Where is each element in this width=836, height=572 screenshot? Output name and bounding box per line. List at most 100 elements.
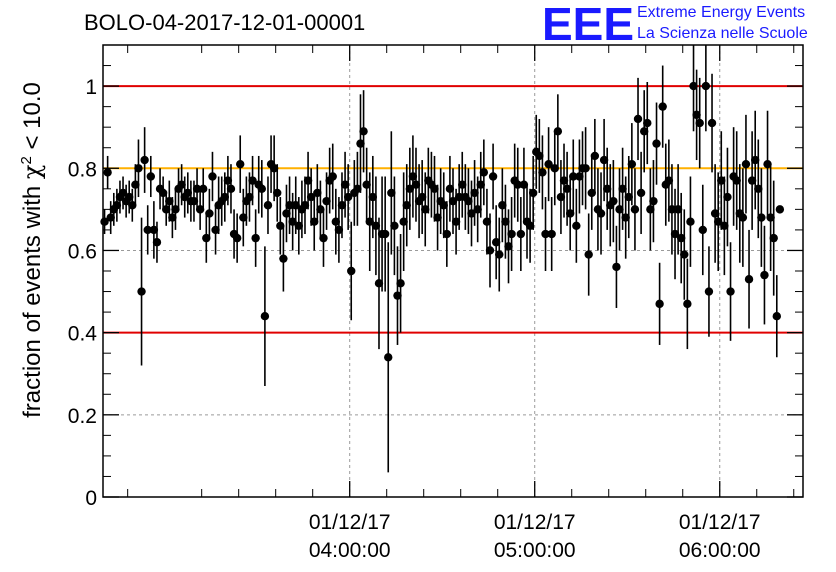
y-tick-label: 0.2 [68, 405, 97, 428]
data-point [439, 201, 448, 210]
data-point [205, 209, 214, 218]
x-tick-label-time: 06:00:00 [679, 539, 761, 562]
y-tick-label: 0.4 [68, 323, 98, 346]
data-point [701, 81, 711, 91]
data-point [380, 229, 390, 239]
data-point [384, 353, 393, 362]
data-point [495, 250, 504, 259]
data-point [596, 209, 606, 218]
data-point [454, 192, 464, 202]
data-point [165, 196, 174, 206]
data-point [547, 229, 556, 239]
data-point [710, 209, 720, 218]
eee-logo: EEE Extreme Energy Events La Scienza nel… [542, 0, 808, 50]
y-tick-label: 1 [85, 76, 97, 99]
data-point [411, 180, 421, 189]
data-point [488, 172, 498, 181]
data-point [232, 233, 242, 243]
data-point [491, 238, 501, 247]
data-point [408, 172, 418, 181]
data-point [624, 192, 633, 202]
data-point [485, 246, 495, 255]
data-point [331, 217, 341, 226]
data-point [636, 188, 646, 198]
data-point [393, 291, 402, 300]
data-point [720, 221, 729, 230]
data-point [599, 155, 609, 165]
data-point [448, 196, 458, 206]
data-point [649, 196, 658, 206]
data-point [125, 192, 134, 202]
data-point [257, 184, 267, 194]
data-point [726, 287, 735, 296]
data-point [371, 221, 381, 230]
data-point [513, 180, 522, 189]
data-point [220, 192, 230, 202]
data-point [294, 221, 304, 230]
data-point [717, 176, 726, 185]
data-point [655, 299, 664, 309]
data-point [482, 217, 492, 226]
data-point [643, 118, 652, 128]
data-point [744, 275, 754, 284]
data-point [421, 205, 430, 214]
data-point [646, 205, 655, 214]
data-point [553, 127, 563, 136]
data-point [689, 81, 698, 91]
data-point [667, 205, 677, 214]
data-point [476, 180, 485, 189]
data-point [211, 225, 220, 235]
x-tick-label-date: 01/12/17 [494, 511, 576, 534]
data-point [556, 192, 566, 202]
data-point [162, 205, 171, 214]
data-point [112, 201, 122, 210]
data-point [134, 164, 143, 173]
data-point [639, 127, 649, 136]
data-point [451, 217, 461, 226]
data-point [618, 184, 627, 194]
data-point [313, 188, 322, 198]
x-tick-label-time: 05:00:00 [494, 539, 576, 562]
data-point [337, 201, 347, 210]
data-point [248, 176, 257, 185]
data-point [775, 205, 785, 214]
data-point [140, 155, 149, 165]
y-axis-title-part-1: fraction of events with [19, 179, 46, 418]
data-point [658, 102, 667, 111]
data-point [442, 229, 452, 239]
data-point [609, 196, 618, 206]
data-point [550, 164, 559, 173]
data-point [470, 188, 479, 198]
y-tick-label: 0 [85, 487, 97, 510]
data-point [291, 201, 300, 210]
data-point [306, 192, 316, 202]
data-point [282, 209, 291, 218]
y-axis-title-part-3: 2 [18, 156, 35, 164]
data-point [581, 164, 590, 173]
data-point [402, 201, 411, 210]
data-point [137, 287, 146, 296]
y-tick-label: 0.6 [68, 240, 97, 263]
logo-line2: La Scienza nelle Scuole [637, 25, 808, 42]
data-point [769, 233, 778, 243]
data-point [106, 213, 115, 222]
data-point [763, 159, 772, 169]
data-point [479, 168, 489, 177]
data-point [704, 287, 714, 296]
data-point [208, 172, 217, 181]
data-point [698, 225, 707, 235]
data-point [741, 159, 751, 169]
data-point [390, 221, 399, 230]
data-point [316, 205, 325, 214]
data-point [747, 176, 757, 185]
data-point [334, 225, 344, 235]
data-point [433, 213, 442, 222]
y-tick-label: 0.8 [68, 158, 97, 181]
data-point [310, 217, 319, 226]
data-point [118, 188, 128, 198]
data-point [519, 180, 529, 189]
data-point [353, 184, 362, 194]
data-point [683, 299, 692, 309]
data-point [146, 172, 155, 181]
data-point [587, 188, 596, 198]
